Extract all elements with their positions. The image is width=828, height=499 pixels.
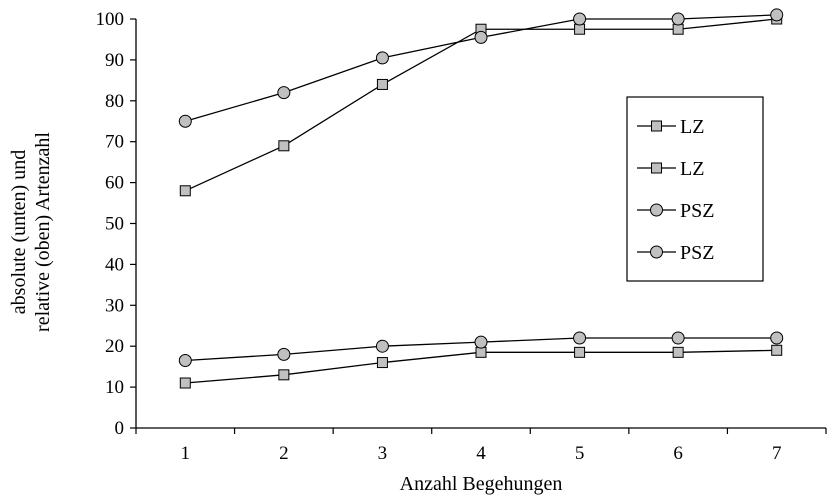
legend-label: LZ [680, 158, 704, 180]
axes: 0 10 20 30 40 50 60 70 80 90 100 1 2 3 4 5 6 7 [96, 9, 827, 464]
data-point [375, 339, 389, 353]
y-tick-label: 40 [105, 254, 124, 275]
data-point [574, 23, 586, 35]
legend-label: PSZ [680, 200, 714, 222]
data-point [573, 12, 587, 26]
y-tick-label: 20 [105, 336, 124, 357]
data-point [671, 12, 685, 26]
legend-marker [650, 245, 663, 259]
data-point [574, 346, 586, 358]
legend-marker [650, 203, 663, 217]
y-tick-label: 30 [105, 295, 124, 316]
legend-label: PSZ [680, 242, 714, 264]
data-point [277, 347, 291, 361]
legend-marker [651, 120, 662, 132]
legend-box [626, 96, 764, 282]
data-point [179, 377, 191, 389]
series-lz-1 [179, 13, 783, 197]
series-psz-3 [178, 8, 784, 128]
legend-item: PSZ [637, 200, 714, 222]
y-tick-label: 50 [105, 214, 124, 235]
data-point [278, 369, 290, 381]
legend-label: LZ [680, 116, 704, 138]
legend: LZ LZ PSZ PSZ [626, 96, 764, 282]
data-point [278, 140, 290, 152]
x-tick-label: 3 [378, 443, 388, 464]
y-tick-label: 90 [105, 50, 124, 71]
x-tick-label: 7 [772, 443, 782, 464]
y-tick-label: 100 [96, 9, 125, 30]
x-tick-label: 1 [181, 443, 191, 464]
series-lz-2 [179, 344, 783, 389]
y-tick-label: 70 [105, 132, 124, 153]
y-tick-label: 60 [105, 173, 124, 194]
data-point [475, 346, 487, 358]
series-psz-4 [178, 331, 784, 368]
data-point [770, 331, 784, 345]
legend-item: PSZ [637, 242, 714, 264]
x-axis-label: Anzahl Begehungen [400, 473, 563, 495]
y-axis-label-line-1: absolute (unten) und [8, 150, 30, 314]
x-tick-label: 5 [575, 443, 585, 464]
data-point [474, 335, 488, 349]
x-tick-label: 2 [279, 443, 289, 464]
axis-labels: Anzahl Begehungen absolute (unten) und r… [8, 132, 562, 495]
data-point [672, 346, 684, 358]
data-point [376, 357, 388, 369]
legend-item: LZ [637, 158, 704, 180]
data-point [277, 86, 291, 100]
y-axis-label-line-2: relative (oben) Artenzahl [32, 132, 54, 332]
y-tick-label: 80 [105, 91, 124, 112]
data-point [178, 354, 192, 368]
data-point [375, 51, 389, 65]
data-point [474, 30, 488, 44]
legend-item: LZ [637, 116, 704, 138]
data-point [178, 114, 192, 128]
x-tick-label: 4 [476, 443, 486, 464]
data-point [179, 185, 191, 197]
data-point [770, 8, 784, 22]
data-point [573, 331, 587, 345]
series-layer [178, 8, 784, 389]
data-point [771, 344, 783, 356]
data-point [376, 78, 388, 90]
y-tick-label: 0 [115, 418, 125, 439]
legend-marker [651, 162, 662, 174]
x-tick-label: 6 [673, 443, 683, 464]
data-point [671, 331, 685, 345]
data-point [672, 23, 684, 35]
y-tick-label: 10 [105, 377, 124, 398]
